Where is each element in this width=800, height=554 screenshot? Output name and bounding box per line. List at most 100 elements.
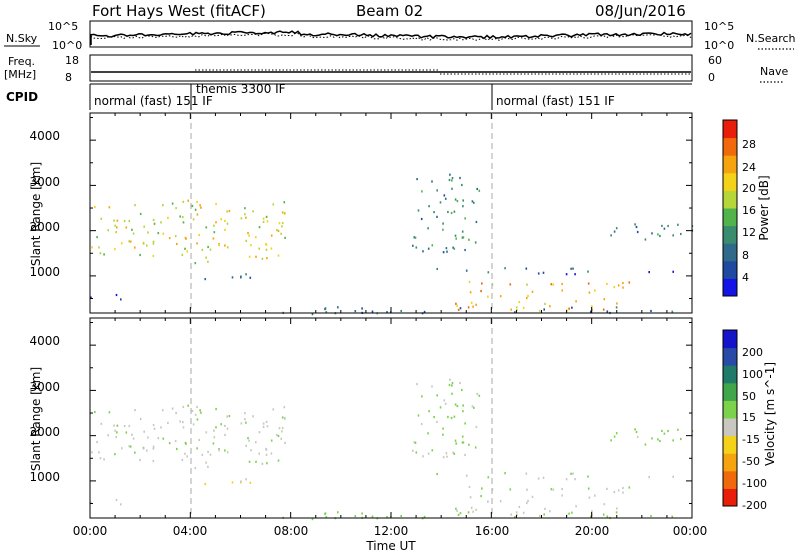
- echo-cell: [258, 431, 261, 434]
- echo-cell: [120, 503, 122, 506]
- power-ytick-3000: 3000: [29, 175, 60, 189]
- echo-cell: [205, 226, 208, 229]
- echo-cell: [439, 201, 442, 204]
- echo-cell: [661, 224, 663, 227]
- power-colorbar-label: Power [dB]: [757, 175, 771, 240]
- echo-cell: [255, 236, 257, 239]
- echo-cell: [613, 286, 616, 289]
- echo-cell: [680, 232, 682, 236]
- echo-cell: [157, 437, 160, 440]
- echo-cell: [431, 449, 434, 452]
- echo-cell: [453, 452, 456, 455]
- echo-cell: [415, 246, 418, 249]
- echo-cell: [422, 455, 424, 458]
- vel-cbtick-m100: -100: [742, 477, 767, 490]
- echo-cell: [277, 254, 280, 257]
- echo-cell: [248, 439, 250, 442]
- echo-cell: [414, 236, 417, 239]
- echo-cell: [132, 437, 135, 440]
- echo-cell: [442, 456, 445, 459]
- echo-cell: [448, 178, 451, 182]
- echo-cell: [199, 409, 201, 412]
- echo-cell: [487, 271, 490, 274]
- echo-cell: [568, 512, 570, 515]
- xtick-0: 00:00: [73, 524, 108, 538]
- colorbar-cell: [723, 172, 737, 191]
- echo-cell: [139, 458, 141, 462]
- echo-cell: [168, 237, 171, 240]
- echo-cell: [575, 300, 577, 303]
- echo-cell: [123, 425, 126, 428]
- echo-cell: [224, 244, 226, 247]
- echo-cell: [281, 430, 283, 433]
- echo-cell: [622, 486, 624, 490]
- echo-cell: [472, 305, 474, 308]
- echo-cell: [205, 431, 208, 434]
- echo-cell: [651, 437, 653, 440]
- echo-cell: [634, 223, 636, 226]
- echo-cell: [515, 306, 518, 309]
- echo-cell: [445, 452, 448, 455]
- echo-cell: [565, 478, 568, 481]
- echo-cell: [571, 306, 573, 309]
- echo-cell: [194, 467, 197, 470]
- echo-cell: [276, 229, 278, 232]
- power-cbtick-24: 24: [742, 161, 756, 174]
- echo-cell: [176, 242, 178, 246]
- echo-cell: [550, 488, 553, 491]
- echo-cell: [258, 247, 260, 250]
- echo-cell: [281, 222, 284, 225]
- echo-cell: [114, 453, 116, 456]
- echo-cell: [446, 455, 448, 458]
- echo-cell: [116, 226, 118, 229]
- echo-cell: [537, 272, 540, 275]
- echo-cell: [116, 219, 119, 222]
- echo-cell: [171, 202, 174, 205]
- echo-cell: [436, 394, 438, 397]
- echo-cell: [134, 246, 136, 249]
- echo-cell: [281, 416, 284, 419]
- velocity-ytick-2000: 2000: [29, 425, 60, 439]
- echo-cell: [650, 309, 652, 313]
- echo-cell: [284, 236, 286, 239]
- cpid-segment-1: normal (fast) 151 IF: [94, 94, 213, 108]
- echo-cell: [270, 234, 273, 237]
- echo-cell: [194, 413, 197, 416]
- echo-cell: [550, 283, 553, 286]
- echo-cell: [587, 282, 590, 285]
- echo-cell: [456, 200, 459, 203]
- echo-cell: [526, 488, 528, 491]
- echo-cell: [455, 237, 457, 240]
- echo-cell: [284, 211, 286, 215]
- echo-cell: [504, 267, 506, 270]
- echo-cell: [245, 273, 247, 276]
- echo-cell: [270, 247, 273, 250]
- echo-cell: [181, 253, 184, 256]
- date-label: 08/Jun/2016: [595, 2, 686, 20]
- echo-cell: [476, 392, 478, 396]
- echo-cell: [191, 409, 194, 413]
- echo-cell: [121, 242, 123, 245]
- echo-cell: [220, 423, 222, 426]
- echo-cell: [613, 491, 616, 494]
- echo-cell: [160, 221, 162, 224]
- echo-cell: [252, 210, 254, 213]
- echo-cell: [603, 503, 606, 506]
- echo-cell: [247, 232, 249, 235]
- echo-cell: [231, 481, 234, 484]
- echo-cell: [248, 460, 251, 463]
- echo-cell: [142, 447, 145, 450]
- power-cbtick-28: 28: [742, 138, 756, 151]
- echo-cell: [659, 439, 661, 443]
- echo-cell: [196, 405, 198, 409]
- echo-cell: [446, 250, 448, 253]
- echo-cell: [518, 505, 521, 509]
- echo-cell: [588, 496, 591, 499]
- echo-cell: [198, 233, 200, 237]
- echo-cell: [518, 300, 521, 304]
- echo-cell: [103, 458, 105, 461]
- echo-cell: [628, 281, 631, 284]
- echo-cell: [240, 422, 243, 425]
- echo-cell: [594, 494, 596, 497]
- echo-cell: [457, 513, 460, 516]
